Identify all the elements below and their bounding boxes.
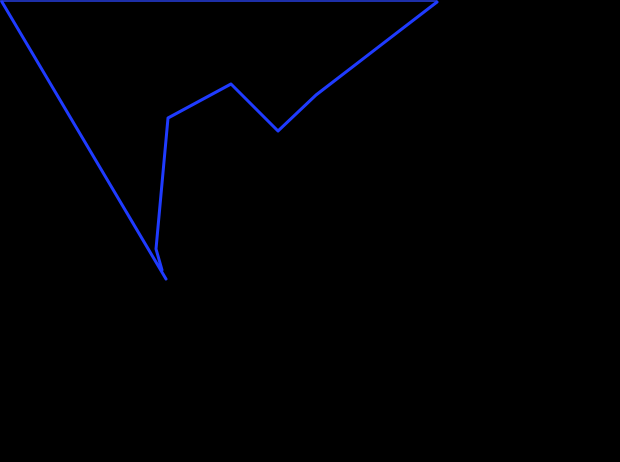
- zigzag-line: [154, 0, 439, 272]
- left-diagonal-line: [0, 0, 168, 281]
